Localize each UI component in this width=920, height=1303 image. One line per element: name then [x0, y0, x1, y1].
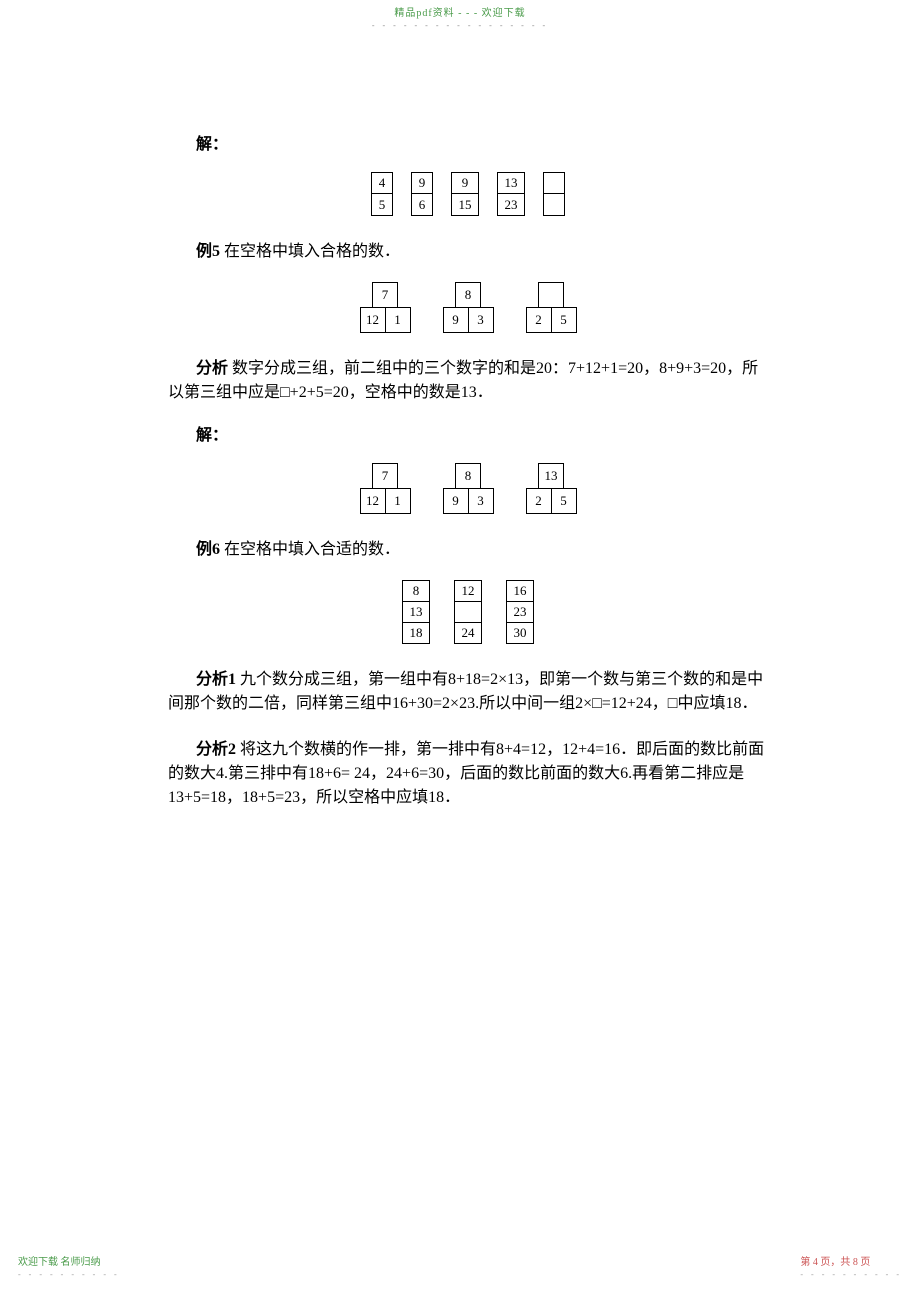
table1-col1: 9 6 — [411, 172, 433, 216]
pyramid-group-2: 7 12 1 8 9 3 13 2 5 — [168, 463, 768, 514]
table1-col0: 4 5 — [371, 172, 393, 216]
cell: 13 — [402, 601, 430, 623]
solution-label-1: 解： — [196, 130, 768, 154]
cell — [543, 194, 565, 216]
cell: 2 — [526, 488, 552, 514]
vstack-2: 16 23 30 — [506, 580, 534, 644]
table1-col2: 9 15 — [451, 172, 479, 216]
header-dots: - - - - - - - - - - - - - - - - - — [372, 21, 548, 30]
example-6-heading: 例6 在空格中填入合适的数． — [168, 538, 768, 562]
cell: 23 — [506, 601, 534, 623]
cell: 1 — [385, 307, 411, 333]
pyramid-0: 7 12 1 — [360, 282, 411, 333]
fenxi-b-text: 将这九个数横的作一排，第一排中有8+4=12，12+4=16．即后面的数比前面的… — [168, 741, 764, 806]
table1-col3: 13 23 — [497, 172, 525, 216]
pyramid-s1: 8 9 3 — [443, 463, 494, 514]
ex6-label: 例6 — [196, 541, 220, 558]
cell: 2 — [526, 307, 552, 333]
cell: 5 — [371, 194, 393, 216]
pyramid-s2: 13 2 5 — [526, 463, 577, 514]
cell: 8 — [402, 580, 430, 602]
example-5-heading: 例5 在空格中填入合格的数． — [168, 240, 768, 264]
cell — [454, 601, 482, 623]
page-content: 解： 4 5 9 6 9 15 13 23 例5 在空格中填入合格的数． 7 — [168, 130, 768, 810]
cell: 15 — [451, 194, 479, 216]
cell: 30 — [506, 622, 534, 644]
cell: 4 — [371, 172, 393, 194]
vstack-group: 8 13 18 12 24 16 23 30 — [168, 580, 768, 644]
cell: 12 — [360, 488, 386, 514]
analysis-a: 分析1 九个数分成三组，第一组中有8+18=2×13，即第一个数与第三个数的和是… — [168, 668, 768, 716]
cell: 6 — [411, 194, 433, 216]
cell: 12 — [360, 307, 386, 333]
analysis-1: 分析 数字分成三组，前二组中的三个数字的和是20：7+12+1=20，8+9+3… — [168, 357, 768, 405]
footer-left-text: 欢迎下载 名师归纳 — [18, 1253, 120, 1268]
cell: 1 — [385, 488, 411, 514]
cell: 5 — [551, 488, 577, 514]
ex5-text: 在空格中填入合格的数． — [224, 243, 400, 260]
vstack-0: 8 13 18 — [402, 580, 430, 644]
ex5-label: 例5 — [196, 243, 220, 260]
cell: 12 — [454, 580, 482, 602]
header-text: 精品pdf资料 - - - 欢迎下载 — [372, 4, 548, 19]
cell: 16 — [506, 580, 534, 602]
cell: 9 — [443, 307, 469, 333]
cell: 8 — [455, 463, 481, 489]
footer-right: 第 4 页，共 8 页 - - - - - - - - - - — [800, 1253, 902, 1279]
cell: 7 — [372, 463, 398, 489]
footer-left-dots: - - - - - - - - - - — [18, 1270, 120, 1279]
pyramid-1: 8 9 3 — [443, 282, 494, 333]
footer-right-text: 第 4 页，共 8 页 — [800, 1253, 902, 1268]
cell — [538, 282, 564, 308]
cell: 5 — [551, 307, 577, 333]
cell: 8 — [455, 282, 481, 308]
cell: 7 — [372, 282, 398, 308]
cell: 9 — [451, 172, 479, 194]
solution-label-2: 解： — [196, 421, 768, 445]
fenxi-a-text: 九个数分成三组，第一组中有8+18=2×13，即第一个数与第三个数的和是中间那个… — [168, 671, 763, 712]
cell: 3 — [468, 488, 494, 514]
analysis-b: 分析2 将这九个数横的作一排，第一排中有8+4=12，12+4=16．即后面的数… — [168, 738, 768, 810]
pyramid-s0: 7 12 1 — [360, 463, 411, 514]
header-banner: 精品pdf资料 - - - 欢迎下载 - - - - - - - - - - -… — [372, 4, 548, 30]
pyramid-group-1: 7 12 1 8 9 3 2 5 — [168, 282, 768, 333]
footer-left: 欢迎下载 名师归纳 - - - - - - - - - - — [18, 1253, 120, 1279]
cell: 18 — [402, 622, 430, 644]
vstack-1: 12 24 — [454, 580, 482, 644]
cell: 9 — [411, 172, 433, 194]
cell — [543, 172, 565, 194]
ex6-text: 在空格中填入合适的数． — [224, 541, 400, 558]
table-group-1: 4 5 9 6 9 15 13 23 — [168, 172, 768, 216]
fenxi-a-label: 分析1 — [196, 671, 236, 688]
cell: 13 — [497, 172, 525, 194]
cell: 13 — [538, 463, 564, 489]
cell: 24 — [454, 622, 482, 644]
table1-col4 — [543, 172, 565, 216]
footer-right-dots: - - - - - - - - - - — [800, 1270, 902, 1279]
cell: 23 — [497, 194, 525, 216]
cell: 9 — [443, 488, 469, 514]
fenxi1-label: 分析 — [196, 360, 228, 377]
pyramid-2: 2 5 — [526, 282, 577, 333]
cell: 3 — [468, 307, 494, 333]
fenxi1-text: 数字分成三组，前二组中的三个数字的和是20：7+12+1=20，8+9+3=20… — [168, 360, 758, 401]
fenxi-b-label: 分析2 — [196, 741, 236, 758]
